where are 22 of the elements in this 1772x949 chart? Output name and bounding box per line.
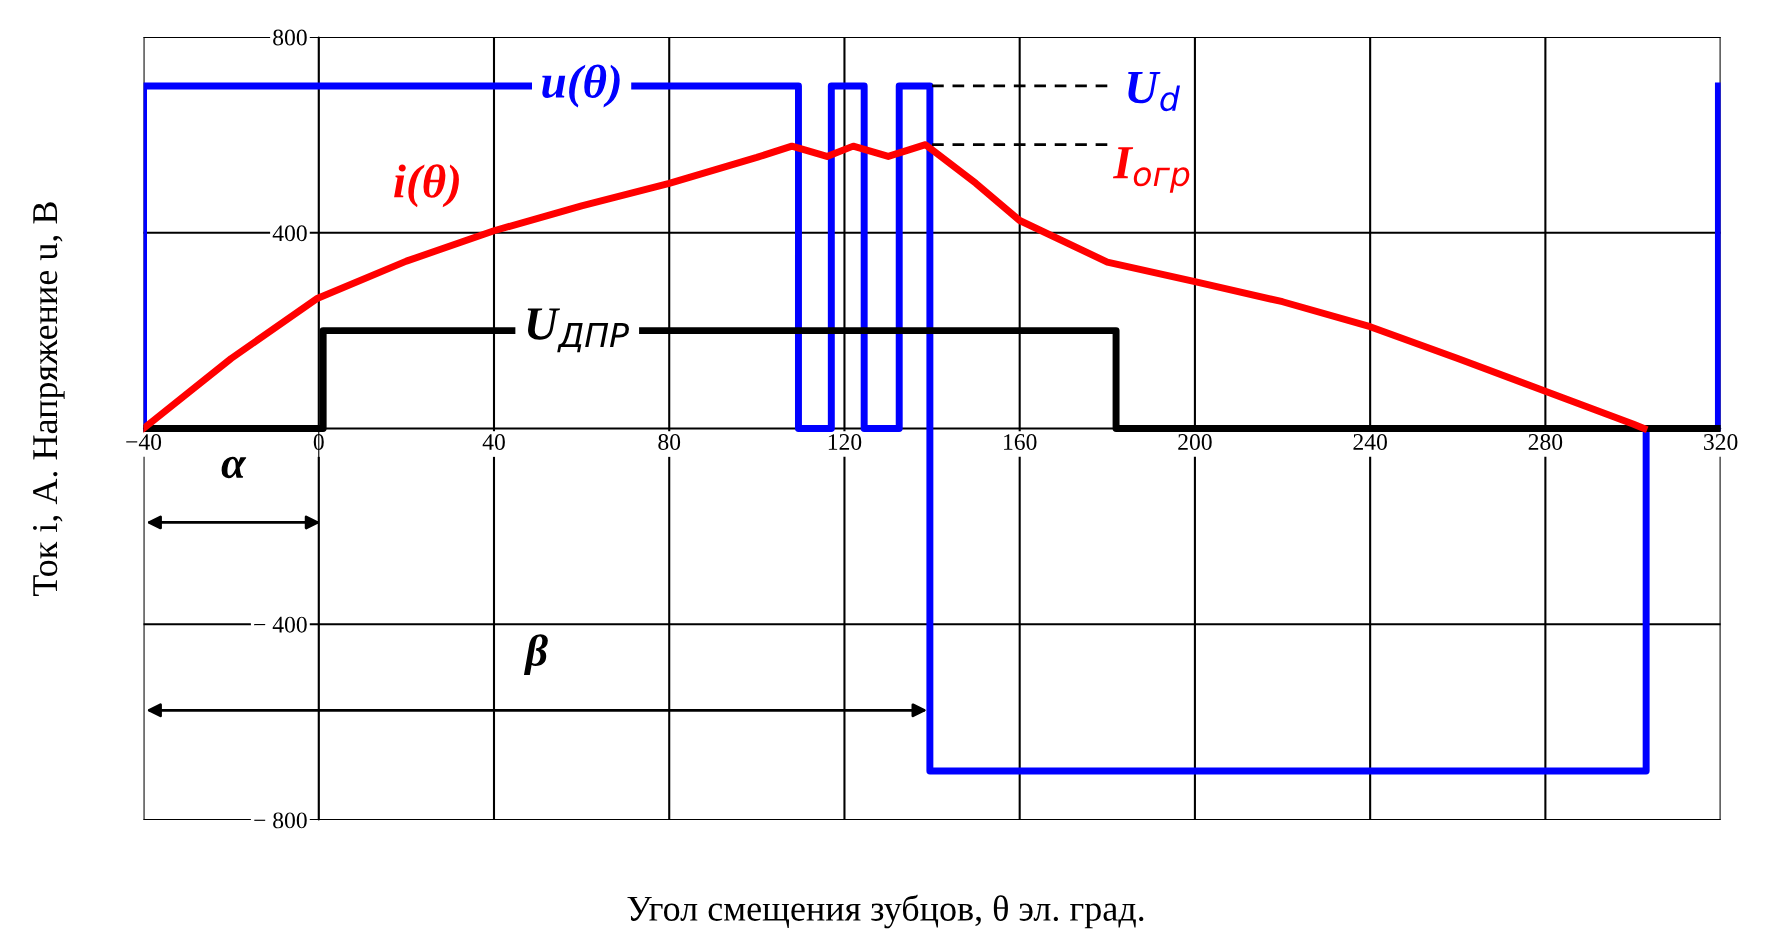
- x-tick-label: 80: [658, 434, 681, 450]
- y-axis-title: Ток i, А. Напряжение u, В: [33, 202, 65, 597]
- y-tick-label: − 400: [254, 616, 307, 633]
- x-tick-label: 40: [482, 434, 505, 450]
- annotation: i(θ): [394, 164, 459, 208]
- x-tick-label: 320: [1704, 434, 1738, 450]
- annotation: U$_{d}$: [1128, 72, 1180, 112]
- annotation: α: [221, 456, 247, 479]
- y-tick-label: 800: [273, 29, 307, 46]
- x-tick-label: 240: [1353, 434, 1387, 450]
- x-tick-label: 120: [828, 434, 862, 450]
- annotation: U$_{ДПР}$: [527, 308, 629, 353]
- x-tick-label: 160: [1004, 434, 1037, 450]
- annotation: I$_{огр}$: [1112, 147, 1190, 193]
- annotation: u(θ): [542, 64, 620, 108]
- y-tick-label: − 800: [254, 812, 307, 829]
- x-tick-label: −40: [126, 434, 162, 450]
- annotation: β: [523, 634, 548, 676]
- y-tick-label: 400: [272, 225, 307, 242]
- x-tick-label: 280: [1528, 434, 1563, 450]
- x-axis-title: Угол смещения зубцов, θ эл. град.: [627, 894, 1144, 929]
- x-tick-label: 200: [1178, 434, 1212, 450]
